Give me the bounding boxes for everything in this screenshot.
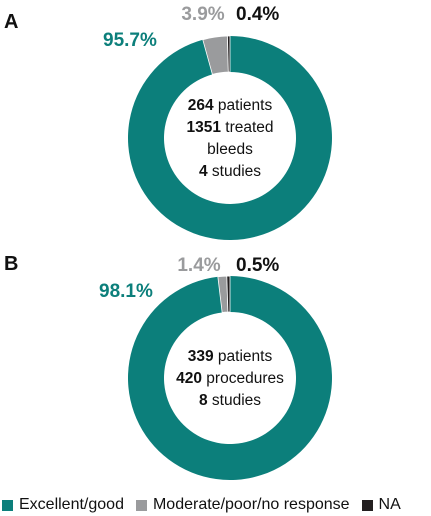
center-text-line: 8 studies <box>199 392 261 409</box>
legend-label-excellent: Excellent/good <box>19 496 124 513</box>
legend-item-na: NA <box>361 496 401 514</box>
legend-label-moderate: Moderate/poor/no response <box>152 496 350 513</box>
chart-legend: Excellent/good Moderate/poor/no response… <box>2 494 431 516</box>
legend-swatch-na <box>361 499 373 511</box>
legend-item-excellent: Excellent/good <box>2 496 124 514</box>
legend-label-na: NA <box>378 496 401 513</box>
data-label-moderate: 3.9% <box>181 4 224 25</box>
data-label-na: 0.4% <box>236 4 279 25</box>
data-label-moderate: 1.4% <box>177 255 220 276</box>
center-text-line: 339 patients <box>188 348 273 365</box>
slice-excellent <box>127 276 332 481</box>
panel-label: B <box>4 253 18 275</box>
chart-svg: A 95.7% 3.9% 0.4% 264 patients 1351 treated bl… <box>4 4 332 481</box>
data-label-excellent: 95.7% <box>103 30 157 51</box>
donut-panel-a: A 95.7% 3.9% 0.4% 264 patients 1351 treated bl… <box>4 4 332 241</box>
center-text-line: 1351 treated <box>186 119 273 136</box>
data-label-excellent: 98.1% <box>99 281 153 302</box>
data-label-na: 0.5% <box>236 255 279 276</box>
donut-panel-b: B 98.1% 1.4% 0.5% 339 patients 420 procedures… <box>4 253 332 481</box>
center-text-line: 4 studies <box>199 163 261 180</box>
slice-na <box>226 275 231 313</box>
panel-label: A <box>4 11 18 33</box>
legend-item-moderate: Moderate/poor/no response <box>135 496 350 514</box>
slice-excellent <box>128 36 332 241</box>
legend-swatch-moderate <box>135 499 147 511</box>
slice-na <box>227 35 231 73</box>
center-text-line: 264 patients <box>188 97 273 114</box>
center-text-line: bleeds <box>207 141 253 158</box>
legend-swatch-excellent <box>2 499 13 511</box>
center-text-line: 420 procedures <box>176 370 284 387</box>
